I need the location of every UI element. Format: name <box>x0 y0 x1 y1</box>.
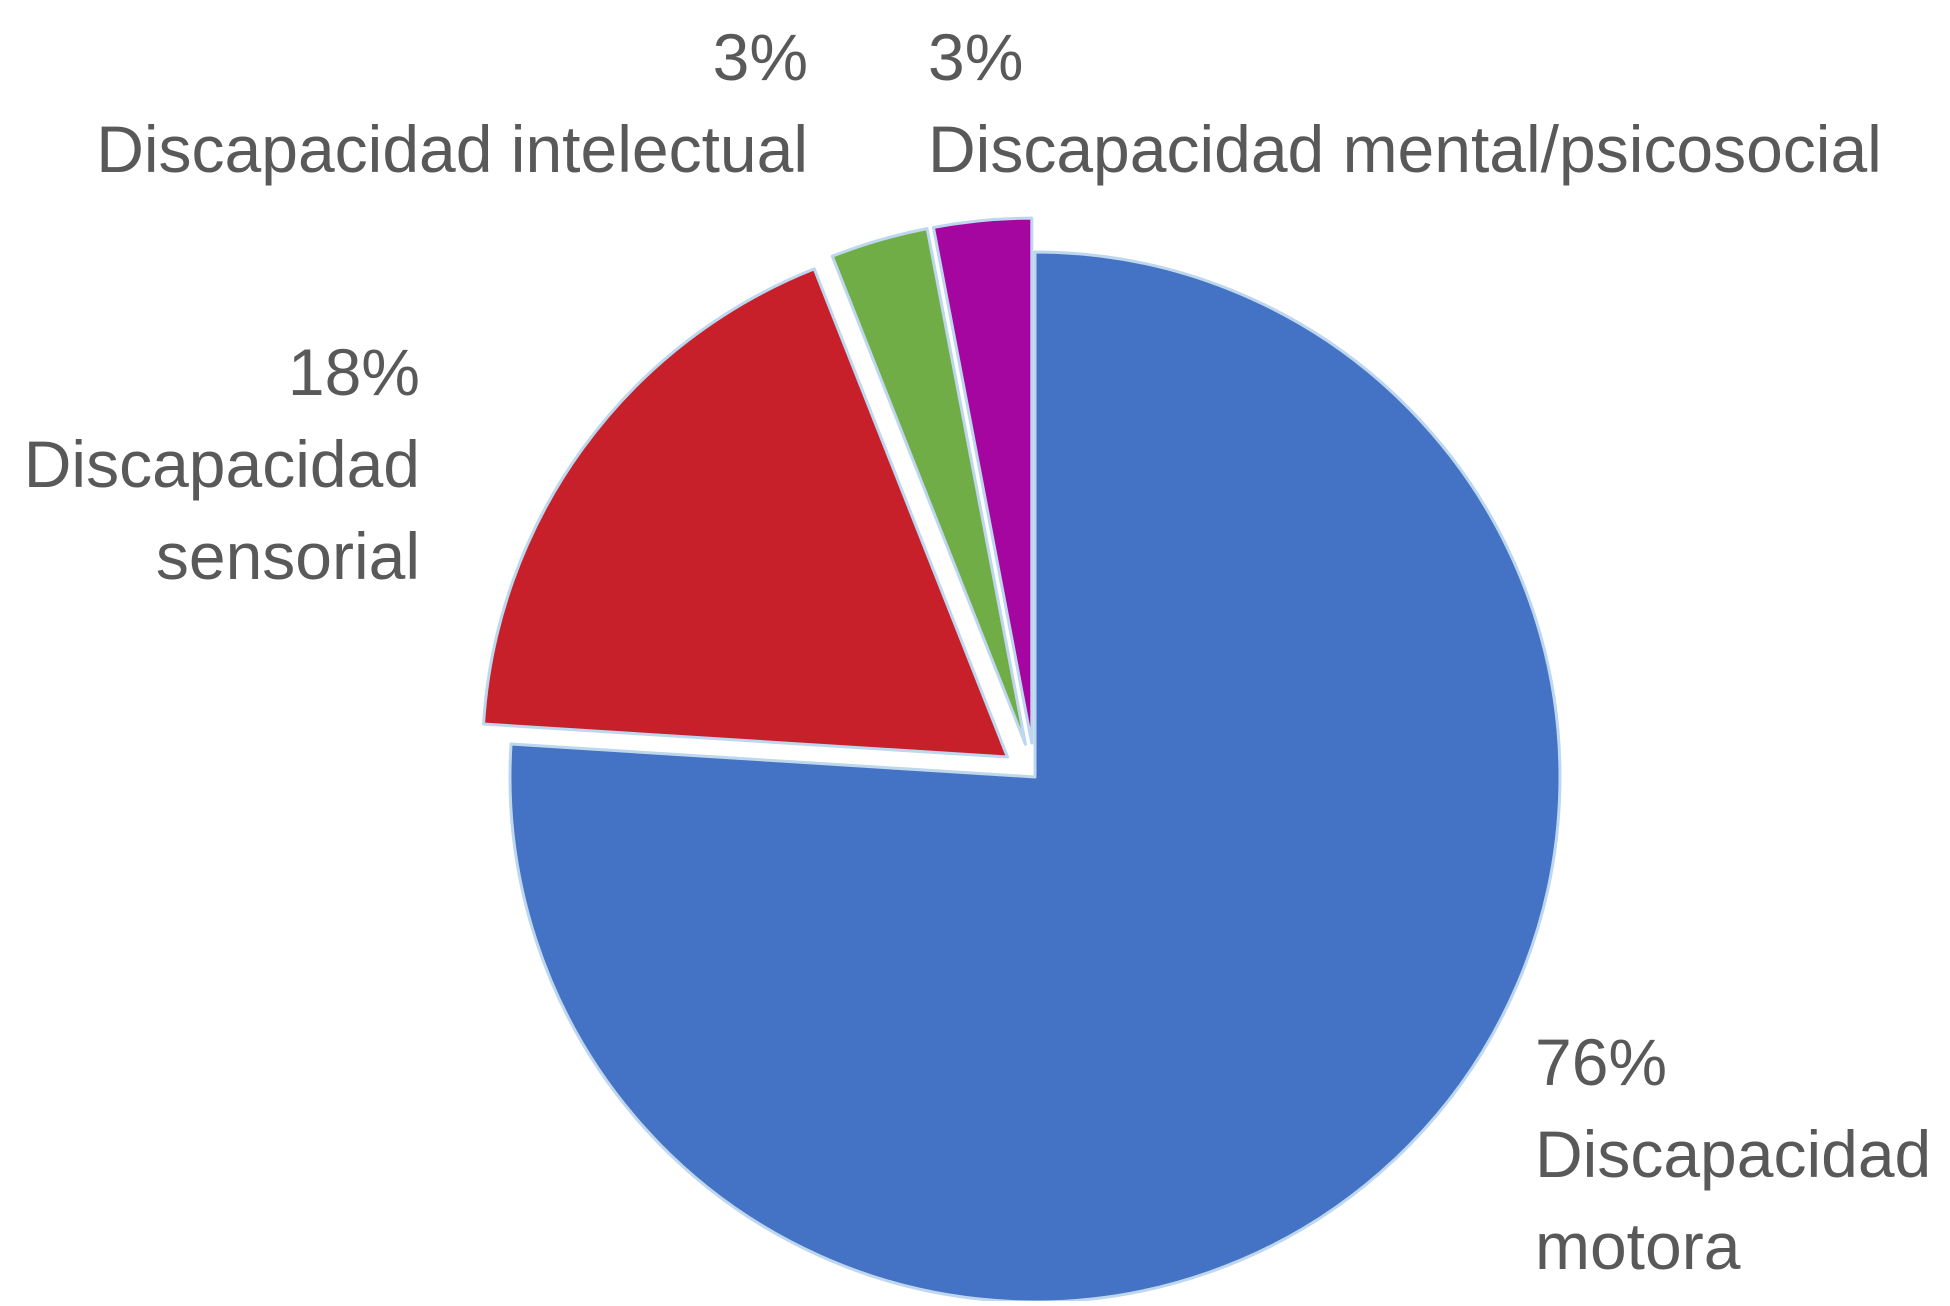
slice-category-label: Discapacidad intelectual <box>96 112 808 186</box>
pie-slice-4 <box>931 216 1034 745</box>
slice-category-label: Discapacidad <box>24 427 420 501</box>
slice-label-1: 76% Discapacidad motora <box>1535 1025 1931 1283</box>
slice-label-2: 18% Discapacidad sensorial <box>24 335 420 593</box>
slice-percent-label: 18% <box>288 335 420 409</box>
slice-category-label: sensorial <box>156 519 420 593</box>
pie-slice-1 <box>508 250 1562 1304</box>
slice-percent-label: 76% <box>1535 1025 1667 1099</box>
slice-category-label: Discapacidad mental/psicosocial <box>928 112 1882 186</box>
slice-category-label: Discapacidad <box>1535 1117 1931 1191</box>
slice-category-label: motora <box>1535 1209 1741 1283</box>
slice-label-4: 3% Discapacidad mental/psicosocial <box>928 20 1882 186</box>
slice-percent-label: 3% <box>713 20 808 94</box>
pie-slice-2 <box>482 267 1009 759</box>
slice-percent-label: 3% <box>928 20 1023 94</box>
slice-label-3: 3% Discapacidad intelectual <box>96 20 808 186</box>
pie-slice-3 <box>830 227 1028 746</box>
